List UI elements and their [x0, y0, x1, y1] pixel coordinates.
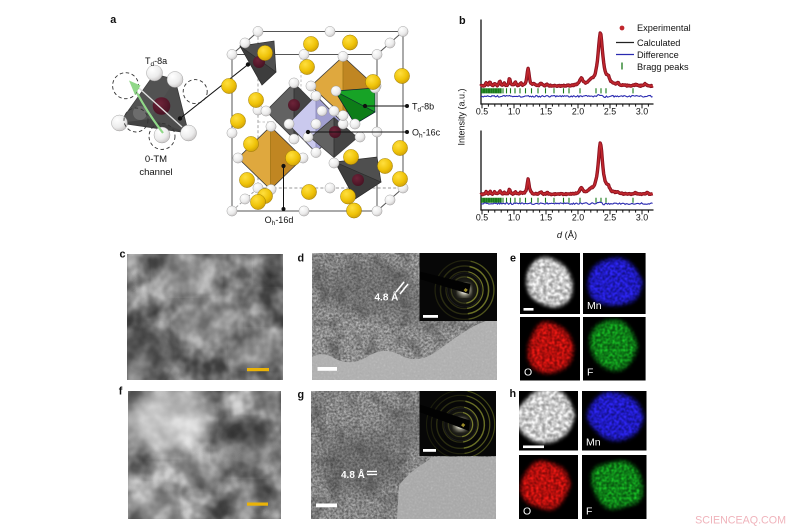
svg-text:SCIENCEAQ.COM: SCIENCEAQ.COM — [695, 515, 786, 527]
svg-text:1.0: 1.0 — [508, 107, 520, 117]
svg-text:1.0: 1.0 — [508, 213, 520, 223]
svg-text:Oh-16c: Oh-16c — [412, 128, 441, 140]
svg-text:1.5: 1.5 — [540, 107, 552, 117]
svg-text:4.8 Å: 4.8 Å — [341, 468, 365, 481]
svg-text:1.5: 1.5 — [540, 213, 552, 223]
svg-text:2.5: 2.5 — [604, 107, 616, 117]
svg-text:Experimental: Experimental — [637, 23, 691, 33]
svg-text:b: b — [459, 15, 466, 27]
svg-text:g: g — [298, 389, 305, 401]
svg-text:O: O — [524, 367, 532, 379]
svg-text:channel: channel — [139, 167, 172, 178]
svg-text:Bragg peaks: Bragg peaks — [637, 62, 689, 72]
svg-text:Mn: Mn — [587, 301, 602, 312]
svg-text:3.0: 3.0 — [636, 107, 648, 117]
svg-text:Intensity (a.u.): Intensity (a.u.) — [457, 88, 467, 145]
svg-text:Td-8b: Td-8b — [412, 102, 434, 114]
svg-text:F: F — [587, 367, 593, 378]
svg-text:e: e — [510, 252, 516, 264]
svg-text:Mn: Mn — [586, 437, 601, 449]
svg-text:F: F — [586, 506, 592, 517]
svg-text:0-TM: 0-TM — [145, 154, 167, 165]
svg-text:a: a — [110, 14, 117, 26]
svg-text:Difference: Difference — [637, 50, 679, 60]
svg-text:d (Å): d (Å) — [557, 230, 577, 240]
svg-text:Calculated: Calculated — [637, 38, 680, 48]
svg-text:3.0: 3.0 — [636, 213, 648, 223]
svg-text:2.5: 2.5 — [604, 213, 616, 223]
svg-text:0.5: 0.5 — [476, 107, 488, 117]
svg-text:O: O — [523, 506, 531, 517]
svg-text:2.0: 2.0 — [572, 107, 584, 117]
svg-text:Oh-16d: Oh-16d — [265, 215, 294, 227]
svg-text:4.8 Å: 4.8 Å — [375, 291, 399, 304]
svg-text:0.5: 0.5 — [476, 213, 488, 223]
svg-text:d: d — [298, 252, 305, 264]
svg-text:c: c — [120, 249, 126, 261]
svg-text:h: h — [510, 388, 517, 400]
svg-text:2.0: 2.0 — [572, 213, 584, 223]
svg-text:f: f — [119, 386, 123, 398]
